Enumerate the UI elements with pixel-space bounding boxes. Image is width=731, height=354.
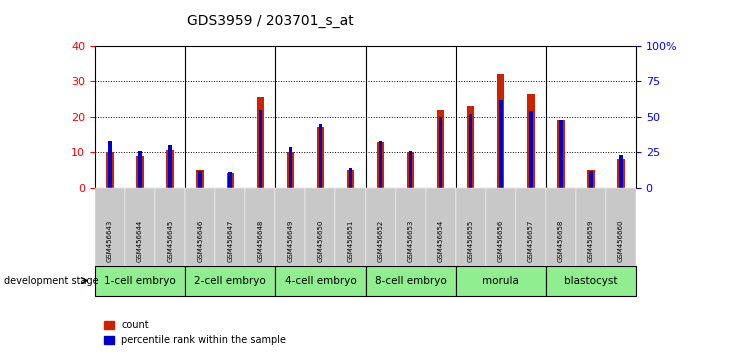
Bar (379, 141, 382, 188)
Bar (317, 127, 324, 188)
Text: 4-cell embryo: 4-cell embryo (284, 275, 356, 286)
Bar (257, 97, 264, 188)
Text: GSM456660: GSM456660 (618, 219, 624, 262)
Bar (319, 124, 322, 188)
Bar (409, 151, 412, 188)
Bar (106, 152, 114, 188)
Bar (349, 168, 352, 188)
Text: GSM456658: GSM456658 (558, 219, 564, 262)
Bar (376, 142, 385, 188)
Text: GSM456651: GSM456651 (347, 219, 354, 262)
Text: 1-cell embryo: 1-cell embryo (105, 275, 176, 286)
Text: GSM456657: GSM456657 (528, 219, 534, 262)
Text: GSM456644: GSM456644 (137, 220, 143, 262)
Bar (617, 159, 625, 188)
Text: GSM456648: GSM456648 (257, 219, 263, 262)
Bar (168, 145, 172, 188)
Text: development stage: development stage (4, 275, 98, 286)
Bar (259, 110, 262, 188)
Text: GSM456659: GSM456659 (588, 219, 594, 262)
Bar (499, 100, 502, 188)
Bar (197, 170, 204, 188)
Text: GSM456647: GSM456647 (227, 219, 233, 262)
Bar (559, 120, 563, 188)
Bar (469, 114, 472, 188)
Text: 8-cell embryo: 8-cell embryo (375, 275, 447, 286)
Bar (407, 152, 414, 188)
Text: GSM456655: GSM456655 (468, 220, 474, 262)
Bar (137, 156, 144, 188)
Bar (497, 74, 504, 188)
Bar (589, 171, 593, 188)
Text: GSM456649: GSM456649 (287, 219, 293, 262)
Legend: count, percentile rank within the sample: count, percentile rank within the sample (100, 316, 290, 349)
Text: 2-cell embryo: 2-cell embryo (194, 275, 266, 286)
Bar (437, 110, 444, 188)
Text: GSM456650: GSM456650 (317, 219, 323, 262)
Bar (527, 94, 534, 188)
Bar (167, 150, 174, 188)
Text: GSM456656: GSM456656 (498, 219, 504, 262)
Bar (227, 173, 234, 188)
Bar (587, 170, 594, 188)
Bar (439, 117, 442, 188)
Bar (108, 141, 112, 188)
Bar (467, 106, 474, 188)
Text: GSM456653: GSM456653 (408, 219, 414, 262)
Bar (198, 171, 202, 188)
Text: GSM456646: GSM456646 (197, 219, 203, 262)
Text: GSM456643: GSM456643 (107, 219, 113, 262)
Text: GDS3959 / 203701_s_at: GDS3959 / 203701_s_at (187, 14, 354, 28)
Text: GSM456654: GSM456654 (438, 220, 444, 262)
Bar (619, 155, 623, 188)
Bar (529, 111, 533, 188)
Bar (289, 147, 292, 188)
Bar (229, 172, 232, 188)
Text: morula: morula (482, 275, 519, 286)
Text: blastocyst: blastocyst (564, 275, 618, 286)
Bar (287, 152, 294, 188)
Text: GSM456645: GSM456645 (167, 220, 173, 262)
Bar (557, 120, 564, 188)
Bar (346, 170, 355, 188)
Bar (138, 151, 142, 188)
Text: GSM456652: GSM456652 (377, 220, 384, 262)
